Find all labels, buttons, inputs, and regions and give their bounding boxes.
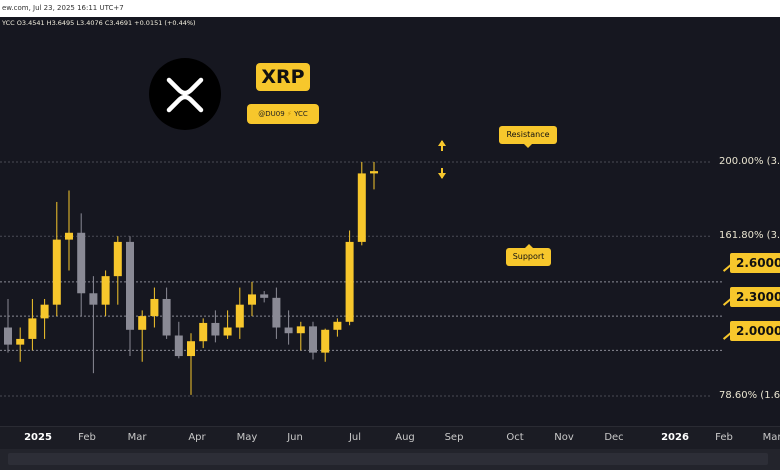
x-tick-label: Nov [554,432,574,443]
fib-level-label: 161.80% (3.0 [719,230,780,242]
x-tick-label: Sep [444,432,464,443]
time-axis[interactable]: 2025 Feb Mar Apr May Jun Jul Aug Sep Oct Nov Dec 202… [0,426,780,449]
candle-body [101,276,110,305]
candle-body [162,298,171,336]
x-tick-label: Feb [715,432,733,443]
candle-body [309,326,317,353]
xrp-logo-icon [166,77,204,113]
fib-level-label: 200.00% (3.6 [719,156,780,167]
candle-body [4,327,12,345]
support-callout: Support [506,244,551,266]
xrp-title-badge: XRP [256,63,310,91]
candle-body [28,318,37,339]
x-tick-label: Apr [188,432,206,443]
candle-body [65,232,73,240]
resistance-callout: Resistance [499,126,557,148]
x-tick-label: Jun [287,432,303,443]
x-tick-label: Oct [506,432,524,443]
candle-body [357,173,366,242]
candle-body [284,327,293,334]
candle-body [296,326,305,334]
x-tick-label: Feb [78,432,96,443]
candle-body [260,294,269,298]
scrollbar-track[interactable] [8,453,768,465]
price-level-tag: 2.6000 [730,252,780,273]
candle-body [89,293,98,305]
arrow-down-icon [438,173,446,179]
candle-body [211,322,220,336]
candle-body [16,338,25,345]
candle-body [52,239,61,305]
candle-body [321,329,330,353]
xrp-logo-icon [149,58,221,130]
watermark-badge: @DU09 ⚡ YCC [247,104,319,124]
candle-body [333,321,342,330]
candle-body [223,327,232,336]
source-line: ew.com, Jul 23, 2025 16:11 UTC+7 [2,4,124,12]
candle-body [40,304,49,319]
price-level-tag: 2.3000 [730,287,780,308]
fib-level-label: 78.60% (1.6 [719,390,780,401]
candle-body [370,171,378,174]
candle-body [235,304,244,328]
candle-body [150,298,159,317]
x-tick-label: May [236,432,258,443]
x-tick-label: Mar [762,432,780,443]
source-bar: ew.com, Jul 23, 2025 16:11 UTC+7 [0,0,780,17]
watermark-brand: YCC [294,110,308,118]
candle-body [187,341,195,357]
x-tick-label: Mar [127,432,147,443]
arrow-up-icon [438,140,446,146]
candle-body [174,335,183,357]
x-tick-label: Dec [604,432,624,443]
candle-body [113,241,122,277]
candle-body [77,232,86,294]
candle-body [345,241,354,322]
candle-body [248,294,256,305]
x-tick-label: Aug [395,432,415,443]
price-level-tag: 2.0000 [730,321,780,342]
timeline-scrollbar[interactable] [0,449,780,470]
ohlc-readout: YCC O3.4541 H3.6495 L3.4076 C3.4691 +0.0… [2,19,196,27]
x-tick-label: Jul [348,432,362,443]
candle-body [199,322,208,342]
x-tick-label: 2025 [24,432,52,443]
x-tick-label: 2026 [661,432,689,443]
candle-body [138,316,147,330]
candle-body [126,241,134,330]
lightning-bolt-icon: ⚡ [286,110,292,118]
candle-body [272,297,281,328]
watermark-handle: @DU09 [258,110,285,118]
